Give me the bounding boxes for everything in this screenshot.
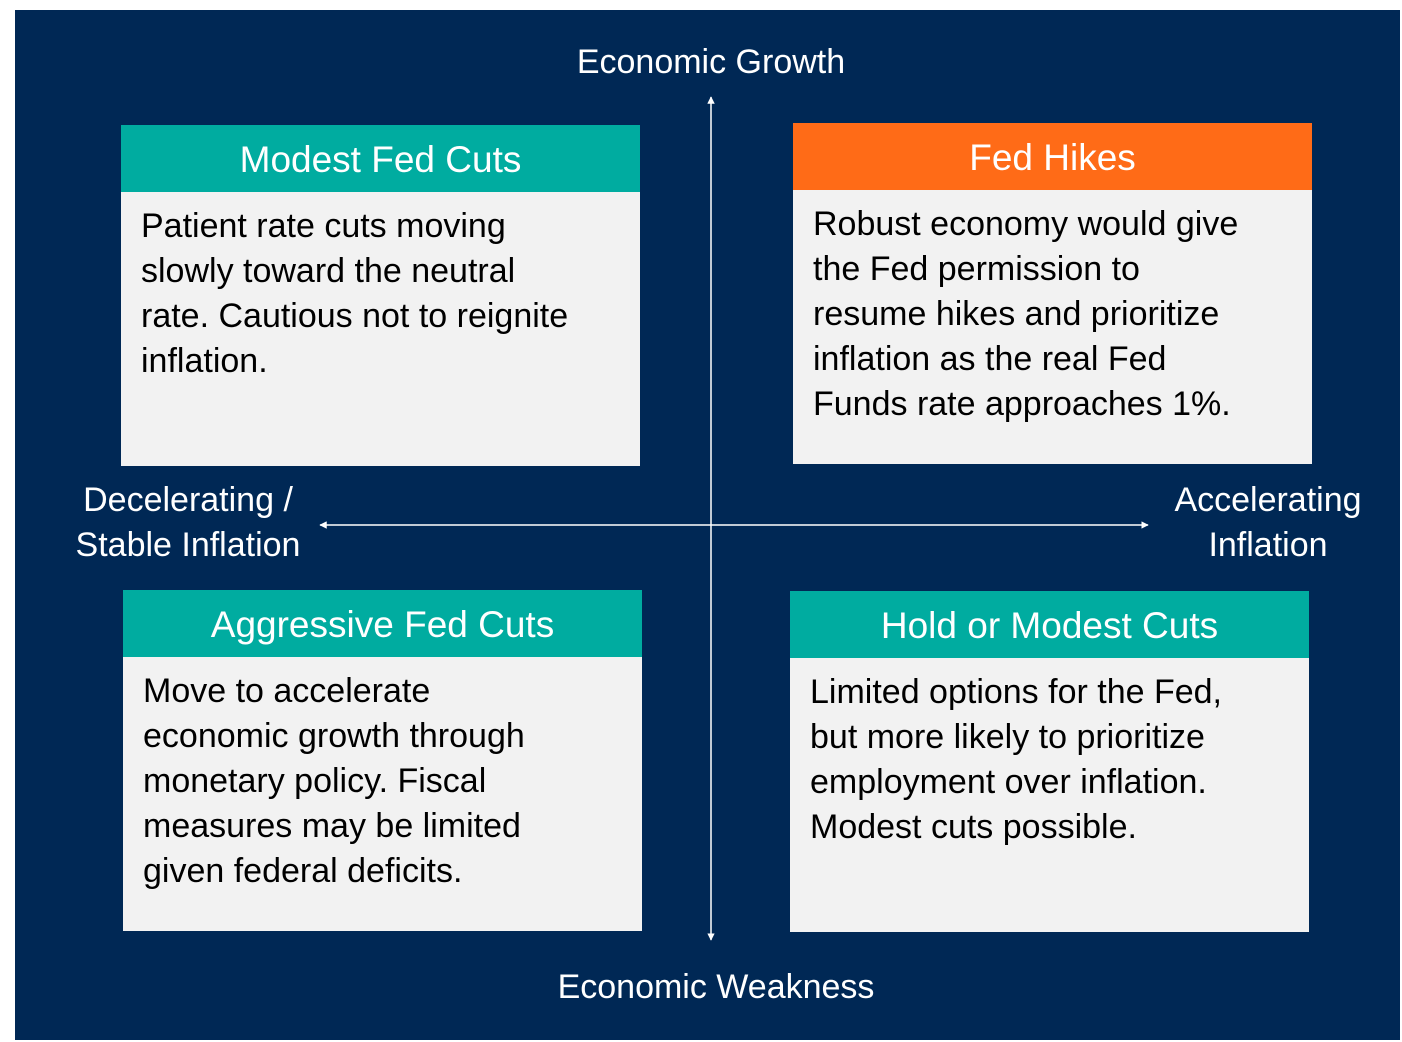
body-line: monetary policy. Fiscal xyxy=(143,762,487,800)
quadrant-box: Modest Fed Cuts Patient rate cuts moving s… xyxy=(121,125,640,466)
axis-bottom-label: Economic Weakness xyxy=(557,968,875,1006)
body-line: rate. Cautious not to reignite xyxy=(141,297,569,335)
body-line: Patient rate cuts moving xyxy=(141,207,506,245)
body-line: the Fed permission to xyxy=(813,250,1140,288)
quadrant-box: Fed Hikes Robust economy would give the Fe… xyxy=(793,123,1312,464)
quadrant-body: Patient rate cuts moving slowly toward th… xyxy=(121,192,640,384)
axis-left-label: Decelerating / Stable Inflation xyxy=(38,478,338,568)
quadrant-box: Hold or Modest Cuts Limited options for t… xyxy=(790,591,1309,932)
axis-right-label: Accelerating Inflation xyxy=(1118,478,1402,568)
body-line: slowly toward the neutral xyxy=(141,252,516,290)
quadrant-title: Aggressive Fed Cuts xyxy=(123,590,642,657)
quadrant-body: Move to accelerate economic growth throug… xyxy=(123,657,642,894)
body-line: Robust economy would give xyxy=(813,205,1239,243)
quadrant-box: Aggressive Fed Cuts Move to accelerate eco… xyxy=(123,590,642,931)
body-line: Limited options for the Fed, xyxy=(810,673,1223,711)
body-line: resume hikes and prioritize xyxy=(813,295,1220,333)
axis-left-line: Stable Inflation xyxy=(75,526,301,564)
body-line: measures may be limited xyxy=(143,807,521,845)
body-line: Funds rate approaches 1%. xyxy=(813,385,1231,423)
quadrant-title: Modest Fed Cuts xyxy=(121,125,640,192)
quadrant-body: Limited options for the Fed, but more lik… xyxy=(790,658,1309,850)
axis-left-line: Decelerating / xyxy=(83,481,293,519)
body-line: given federal deficits. xyxy=(143,852,463,890)
quadrant-body: Robust economy would give the Fed permiss… xyxy=(793,190,1312,427)
axis-top-label: Economic Growth xyxy=(576,43,846,81)
body-line: employment over inflation. xyxy=(810,763,1207,801)
body-line: economic growth through xyxy=(143,717,525,755)
axis-right-line: Accelerating xyxy=(1174,481,1362,519)
body-line: Move to accelerate xyxy=(143,672,431,710)
body-line: but more likely to prioritize xyxy=(810,718,1205,756)
axis-right-line: Inflation xyxy=(1208,526,1328,564)
body-line: inflation as the real Fed xyxy=(813,340,1167,378)
quadrant-title: Hold or Modest Cuts xyxy=(790,591,1309,658)
body-line: inflation. xyxy=(141,342,268,380)
quadrant-title: Fed Hikes xyxy=(793,123,1312,190)
body-line: Modest cuts possible. xyxy=(810,808,1137,846)
